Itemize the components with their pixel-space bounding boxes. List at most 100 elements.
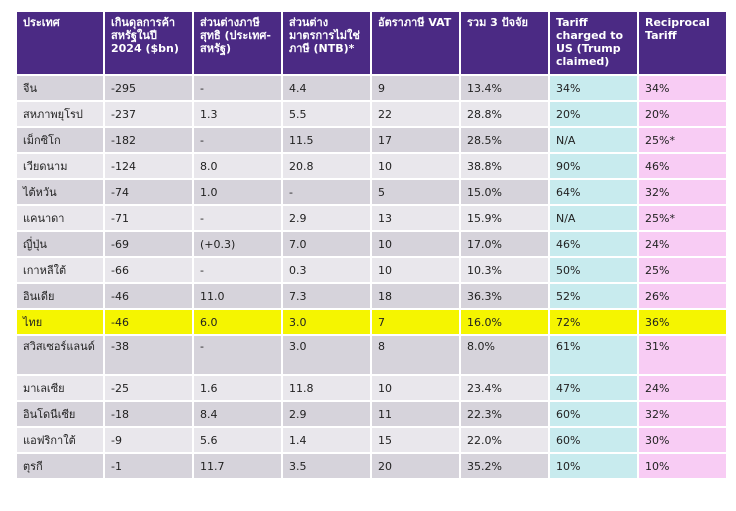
cell-net-tariff-diff: - xyxy=(194,76,281,100)
header-reciprocal-tariff: Reciprocal Tariff xyxy=(639,12,726,74)
cell-net-tariff-diff: 1.0 xyxy=(194,180,281,204)
cell-vat-rate: 9 xyxy=(372,76,459,100)
cell-tariff-charged: 50% xyxy=(550,258,637,282)
cell-ntb-diff: 4.4 xyxy=(283,76,370,100)
cell-ntb-diff: - xyxy=(283,180,370,204)
cell-total-3-factors: 10.3% xyxy=(461,258,548,282)
cell-net-tariff-diff: - xyxy=(194,336,281,374)
cell-country: แคนาดา xyxy=(17,206,103,230)
cell-ntb-diff: 3.5 xyxy=(283,454,370,478)
cell-ntb-diff: 3.0 xyxy=(283,336,370,374)
table-row: เวียดนาม -124 8.0 20.8 10 38.8% 90% 46% xyxy=(17,154,726,178)
table-row: เกาหลีใต้ -66 - 0.3 10 10.3% 50% 25% xyxy=(17,258,726,282)
cell-reciprocal-tariff: 24% xyxy=(639,376,726,400)
cell-country: ญี่ปุ่น xyxy=(17,232,103,256)
cell-vat-rate: 10 xyxy=(372,154,459,178)
cell-net-tariff-diff: 1.3 xyxy=(194,102,281,126)
cell-tariff-charged: 60% xyxy=(550,428,637,452)
cell-net-tariff-diff: 5.6 xyxy=(194,428,281,452)
cell-country: อินเดีย xyxy=(17,284,103,308)
cell-country: เวียดนาม xyxy=(17,154,103,178)
cell-trade-surplus: -74 xyxy=(105,180,192,204)
cell-trade-surplus: -9 xyxy=(105,428,192,452)
cell-ntb-diff: 2.9 xyxy=(283,206,370,230)
cell-total-3-factors: 8.0% xyxy=(461,336,548,374)
table-row: ตุรกี -1 11.7 3.5 20 35.2% 10% 10% xyxy=(17,454,726,478)
cell-net-tariff-diff: (+0.3) xyxy=(194,232,281,256)
tariff-comparison-table: ประเทศ เกินดุลการค้าสหรัฐในปี 2024 ($bn)… xyxy=(15,10,728,480)
cell-total-3-factors: 23.4% xyxy=(461,376,548,400)
cell-net-tariff-diff: 1.6 xyxy=(194,376,281,400)
cell-net-tariff-diff: - xyxy=(194,206,281,230)
cell-reciprocal-tariff: 31% xyxy=(639,336,726,374)
cell-country: ไทย xyxy=(17,310,103,334)
cell-tariff-charged: 47% xyxy=(550,376,637,400)
cell-trade-surplus: -66 xyxy=(105,258,192,282)
cell-net-tariff-diff: - xyxy=(194,128,281,152)
cell-reciprocal-tariff: 25%* xyxy=(639,128,726,152)
table-row: มาเลเซีย -25 1.6 11.8 10 23.4% 47% 24% xyxy=(17,376,726,400)
table-row: ญี่ปุ่น -69 (+0.3) 7.0 10 17.0% 46% 24% xyxy=(17,232,726,256)
cell-trade-surplus: -25 xyxy=(105,376,192,400)
table-row: จีน -295 - 4.4 9 13.4% 34% 34% xyxy=(17,76,726,100)
cell-reciprocal-tariff: 32% xyxy=(639,180,726,204)
cell-tariff-charged: 61% xyxy=(550,336,637,374)
cell-trade-surplus: -1 xyxy=(105,454,192,478)
cell-country: ไต้หวัน xyxy=(17,180,103,204)
header-country: ประเทศ xyxy=(17,12,103,74)
table-row: เม็กซิโก -182 - 11.5 17 28.5% N/A 25%* xyxy=(17,128,726,152)
cell-net-tariff-diff: 8.4 xyxy=(194,402,281,426)
header-vat-rate: อัตราภาษี VAT xyxy=(372,12,459,74)
cell-ntb-diff: 20.8 xyxy=(283,154,370,178)
cell-country: เม็กซิโก xyxy=(17,128,103,152)
cell-vat-rate: 11 xyxy=(372,402,459,426)
cell-tariff-charged: 72% xyxy=(550,310,637,334)
cell-tariff-charged: 20% xyxy=(550,102,637,126)
cell-trade-surplus: -182 xyxy=(105,128,192,152)
cell-total-3-factors: 22.3% xyxy=(461,402,548,426)
cell-reciprocal-tariff: 25%* xyxy=(639,206,726,230)
cell-net-tariff-diff: 6.0 xyxy=(194,310,281,334)
table-row: แอฟริกาใต้ -9 5.6 1.4 15 22.0% 60% 30% xyxy=(17,428,726,452)
header-ntb-diff: ส่วนต่างมาตรการไม่ใช่ภาษี (NTB)* xyxy=(283,12,370,74)
cell-tariff-charged: N/A xyxy=(550,206,637,230)
cell-total-3-factors: 35.2% xyxy=(461,454,548,478)
table-row: แคนาดา -71 - 2.9 13 15.9% N/A 25%* xyxy=(17,206,726,230)
cell-tariff-charged: 46% xyxy=(550,232,637,256)
cell-ntb-diff: 7.0 xyxy=(283,232,370,256)
table-row: อินโดนีเซีย -18 8.4 2.9 11 22.3% 60% 32% xyxy=(17,402,726,426)
cell-vat-rate: 22 xyxy=(372,102,459,126)
cell-vat-rate: 7 xyxy=(372,310,459,334)
cell-total-3-factors: 38.8% xyxy=(461,154,548,178)
cell-trade-surplus: -46 xyxy=(105,310,192,334)
cell-total-3-factors: 36.3% xyxy=(461,284,548,308)
header-row: ประเทศ เกินดุลการค้าสหรัฐในปี 2024 ($bn)… xyxy=(17,12,726,74)
table-row: อินเดีย -46 11.0 7.3 18 36.3% 52% 26% xyxy=(17,284,726,308)
table-row-highlighted: ไทย -46 6.0 3.0 7 16.0% 72% 36% xyxy=(17,310,726,334)
cell-vat-rate: 17 xyxy=(372,128,459,152)
cell-total-3-factors: 13.4% xyxy=(461,76,548,100)
cell-country: มาเลเซีย xyxy=(17,376,103,400)
cell-reciprocal-tariff: 25% xyxy=(639,258,726,282)
cell-reciprocal-tariff: 10% xyxy=(639,454,726,478)
cell-total-3-factors: 16.0% xyxy=(461,310,548,334)
cell-ntb-diff: 7.3 xyxy=(283,284,370,308)
cell-trade-surplus: -295 xyxy=(105,76,192,100)
cell-total-3-factors: 15.0% xyxy=(461,180,548,204)
cell-total-3-factors: 28.8% xyxy=(461,102,548,126)
header-tariff-charged: Tariff charged to US (Trump claimed) xyxy=(550,12,637,74)
cell-trade-surplus: -38 xyxy=(105,336,192,374)
table-row: สหภาพยุโรป -237 1.3 5.5 22 28.8% 20% 20% xyxy=(17,102,726,126)
cell-tariff-charged: 52% xyxy=(550,284,637,308)
cell-ntb-diff: 5.5 xyxy=(283,102,370,126)
cell-tariff-charged: 64% xyxy=(550,180,637,204)
cell-reciprocal-tariff: 34% xyxy=(639,76,726,100)
cell-country: แอฟริกาใต้ xyxy=(17,428,103,452)
cell-total-3-factors: 17.0% xyxy=(461,232,548,256)
cell-tariff-charged: 34% xyxy=(550,76,637,100)
cell-reciprocal-tariff: 32% xyxy=(639,402,726,426)
cell-tariff-charged: 90% xyxy=(550,154,637,178)
cell-vat-rate: 10 xyxy=(372,258,459,282)
table-row: สวิสเซอร์แลนด์ -38 - 3.0 8 8.0% 61% 31% xyxy=(17,336,726,374)
cell-net-tariff-diff: 8.0 xyxy=(194,154,281,178)
